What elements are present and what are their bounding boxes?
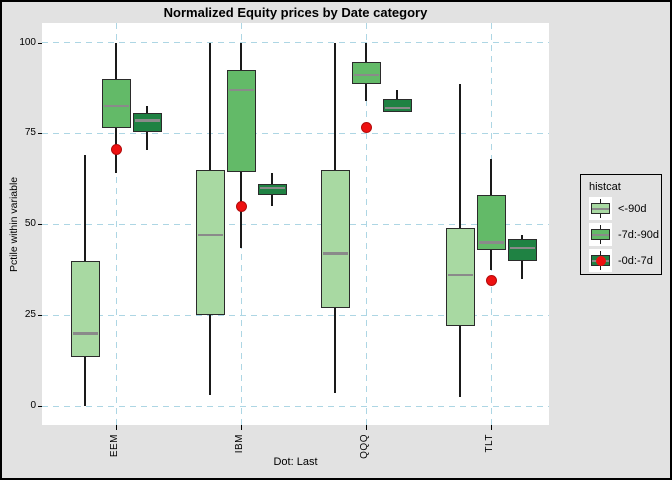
v-gridline — [365, 23, 367, 425]
box-QQQ-2 — [382, 98, 412, 112]
x-tick-label: TLT — [484, 434, 495, 453]
h-gridline — [42, 314, 549, 316]
legend-key-dot — [595, 255, 606, 266]
box-median — [509, 246, 535, 250]
box-QQQ-0 — [320, 169, 350, 308]
last-value-dot — [235, 200, 247, 212]
y-tick-mark — [38, 406, 42, 407]
box-median — [447, 273, 473, 277]
x-tick-mark — [241, 425, 242, 430]
legend-key-swatch — [589, 249, 612, 272]
box-TLT-0 — [445, 227, 475, 327]
y-tick-mark — [38, 133, 42, 135]
box-EEM-2 — [132, 113, 162, 132]
legend-item-label: -7d:-90d — [618, 228, 659, 241]
box-QQQ-1 — [351, 62, 381, 85]
legend-key-swatch — [589, 223, 612, 246]
y-tick-mark — [38, 315, 42, 317]
box-median — [134, 119, 160, 122]
box-EEM-1 — [101, 78, 131, 128]
legend-item: -0d:-7d — [589, 249, 661, 272]
h-gridline — [42, 132, 549, 134]
y-tick-mark — [38, 42, 42, 44]
box-IBM-1 — [226, 69, 256, 172]
x-tick-mark — [116, 425, 117, 430]
last-value-dot — [360, 122, 372, 134]
x-tick-label: EEM — [109, 434, 120, 458]
box-median — [353, 73, 379, 77]
legend-item-label: <-90d — [618, 202, 647, 215]
legend-item-label: -0d:-7d — [618, 254, 653, 267]
legend-item: -7d:-90d — [589, 223, 661, 246]
h-gridline — [42, 223, 549, 225]
box-median — [322, 252, 348, 255]
box-median — [103, 104, 129, 108]
legend-title: histcat — [589, 181, 621, 193]
y-tick-mark — [38, 224, 42, 226]
y-tick-label: 0 — [30, 400, 36, 411]
last-value-dot — [485, 275, 497, 287]
last-value-dot — [110, 144, 122, 156]
x-tick-label: IBM — [234, 434, 245, 454]
box-TLT-2 — [507, 238, 537, 261]
box-EEM-0 — [70, 260, 100, 357]
chart-title: Normalized Equity prices by Date categor… — [163, 5, 428, 20]
legend-key-median — [592, 233, 609, 236]
box-median — [259, 186, 285, 190]
box-median — [384, 106, 410, 110]
plot-panel — [42, 23, 549, 425]
y-tick-label: 25 — [24, 309, 36, 321]
h-gridline — [42, 42, 549, 43]
box-IBM-2 — [257, 184, 287, 196]
legend: histcat <-90d -7d:-90d -0d:-7d — [580, 174, 662, 275]
y-tick-label: 50 — [24, 218, 36, 230]
y-tick-label: 75 — [24, 127, 36, 139]
box-median — [197, 233, 223, 237]
y-tick-label: 100 — [19, 36, 36, 48]
x-tick-mark — [366, 425, 367, 430]
v-gridline — [115, 23, 117, 425]
legend-item: <-90d — [589, 197, 661, 220]
box-median — [228, 88, 254, 91]
box-median — [72, 332, 98, 335]
legend-key-swatch — [589, 197, 612, 220]
box-TLT-1 — [476, 195, 506, 250]
box-median — [478, 241, 504, 244]
x-axis-title: Dot: Last — [273, 456, 318, 468]
legend-key-median — [592, 207, 609, 210]
x-tick-mark — [491, 425, 492, 430]
legend-items: <-90d -7d:-90d -0d:-7d — [581, 197, 661, 272]
h-gridline — [42, 405, 549, 407]
box-IBM-0 — [195, 169, 225, 316]
